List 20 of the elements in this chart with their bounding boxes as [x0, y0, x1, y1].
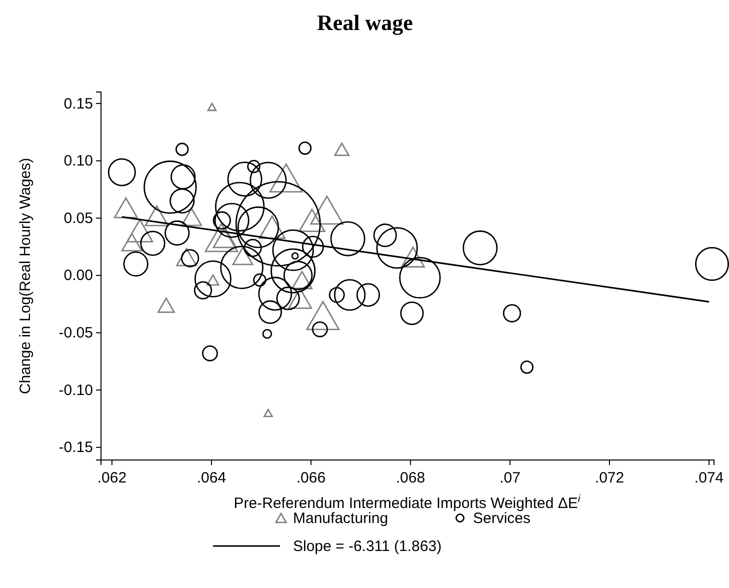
x-tick-label: .07 [500, 470, 520, 486]
y-tick-label: -0.05 [58, 324, 93, 342]
legend-label: Manufacturing [293, 510, 388, 527]
y-tick-label: 0.00 [64, 267, 93, 284]
y-tick-label: 0.10 [64, 152, 93, 170]
y-tick-label: 0.05 [64, 210, 93, 227]
legend-label: Services [473, 510, 531, 527]
y-axis-title: Change in Log(Real Hourly Wages) [17, 158, 34, 394]
y-tick-label: 0.15 [64, 95, 93, 112]
y-tick-label: -0.15 [58, 439, 93, 456]
x-axis-title: Pre-Referendum Intermediate Imports Weighted ΔE$^{i}$ [234, 493, 581, 512]
x-tick-label: .062 [97, 470, 127, 486]
legend-label: Slope = -6.311 (1.863) [293, 538, 442, 555]
x-tick-label: .074 [694, 470, 724, 486]
x-tick-label: .066 [296, 470, 326, 486]
y-tick-label: -0.10 [58, 382, 93, 399]
x-tick-label: .068 [396, 470, 426, 486]
x-tick-label: .064 [196, 470, 226, 486]
x-tick-label: .072 [594, 470, 624, 486]
chart-title: Real wage [317, 10, 414, 35]
